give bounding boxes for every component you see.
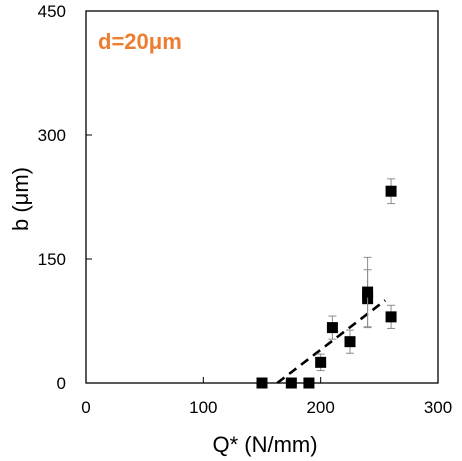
y-tick-label: 150: [38, 250, 66, 269]
data-point: [385, 185, 397, 197]
y-tick-label: 0: [57, 374, 66, 393]
data-point: [362, 286, 374, 298]
plot-area: [85, 10, 439, 384]
y-axis-title: b (μm): [8, 167, 33, 231]
tick-labels-layer: 0 100 200 300 0 150 300 450: [38, 2, 453, 417]
x-tick-label: 300: [424, 398, 452, 417]
x-tick-label: 100: [189, 398, 217, 417]
data-point: [303, 377, 315, 389]
x-tick-label: 200: [306, 398, 334, 417]
data-point: [315, 356, 327, 368]
x-axis-title: Q* (N/mm): [212, 432, 317, 457]
data-points-layer: [256, 178, 397, 389]
chart-annotation: d=20μm: [98, 29, 182, 54]
x-tick-label: 0: [81, 398, 90, 417]
plot-frame: [85, 10, 439, 384]
trendline-layer: [276, 299, 386, 385]
data-point: [256, 377, 268, 389]
trendline: [276, 299, 386, 385]
data-point: [385, 311, 397, 323]
data-point: [326, 322, 338, 334]
data-point: [344, 336, 356, 348]
data-point: [285, 377, 297, 389]
y-tick-label: 450: [38, 2, 66, 21]
y-tick-label: 300: [38, 126, 66, 145]
